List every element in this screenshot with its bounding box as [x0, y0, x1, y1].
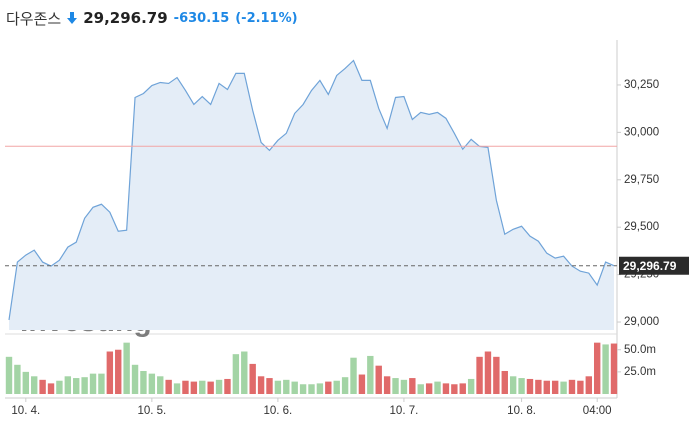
y-tick-label: 29,500 — [624, 221, 659, 233]
y-tick-label: 29,750 — [624, 174, 659, 186]
volume-tick-label: 25.0m — [624, 366, 656, 378]
volume-bar — [333, 380, 340, 394]
volume-bar — [341, 377, 349, 394]
header: 다우존스 29,296.79 -630.15 (-2.11%) — [6, 6, 298, 30]
x-tick-label: 10. 4. — [11, 405, 40, 417]
y-tick-label: 29,000 — [624, 316, 659, 328]
volume-bar — [115, 349, 122, 394]
x-tick-label: 10. 6. — [263, 405, 292, 417]
volume-bar — [526, 378, 534, 394]
volume-bar — [232, 354, 240, 394]
volume-bar — [173, 383, 181, 394]
volume-bar — [148, 373, 156, 394]
volume-bar — [215, 379, 223, 394]
x-tick-label: 10. 8. — [507, 405, 536, 417]
volume-bar — [577, 380, 584, 394]
x-tick-label: 10. 5. — [137, 405, 166, 417]
volume-bar — [140, 370, 147, 394]
y-tick-label: 30,250 — [624, 79, 659, 91]
volume-bar — [131, 364, 139, 394]
volume-bar — [451, 384, 458, 394]
volume-bar — [568, 379, 576, 394]
volume-bar — [257, 376, 265, 394]
volume-bar — [266, 378, 273, 394]
volume-bar — [551, 380, 559, 394]
volume-bar — [249, 363, 256, 394]
price-label: 29,296.79 — [623, 259, 677, 273]
volume-bar — [299, 384, 307, 394]
volume-bar — [434, 381, 441, 394]
volume-bar — [375, 365, 382, 394]
down-arrow — [67, 12, 78, 24]
volume-bar — [56, 380, 63, 394]
volume-bar — [22, 371, 30, 394]
volume-bar — [39, 379, 46, 394]
price-label-box — [619, 256, 689, 275]
volume-bar — [308, 384, 315, 394]
volume-bar — [509, 376, 517, 394]
volume-bar — [442, 383, 450, 394]
volume-bar — [165, 379, 172, 394]
volume-bar — [98, 373, 105, 394]
volume-bar — [367, 355, 374, 394]
volume-bar — [585, 376, 592, 394]
volume-bar — [89, 373, 97, 394]
volume-bar — [157, 376, 164, 394]
volume-bar — [467, 378, 475, 394]
area — [9, 60, 614, 330]
volume-bar — [484, 351, 492, 394]
volume-bar — [493, 356, 500, 394]
volume-bar — [199, 380, 206, 394]
volume-bar — [207, 381, 214, 394]
volume-bar — [123, 342, 130, 394]
x-tick-label: 04:00 — [583, 405, 612, 417]
volume-bar — [14, 364, 21, 394]
volume-bar — [417, 384, 424, 394]
y-tick-label: 30,000 — [624, 126, 659, 138]
volume-bar — [535, 379, 542, 394]
volume-bar — [274, 380, 282, 394]
volume-bar — [47, 383, 55, 394]
volume-bar — [5, 356, 13, 394]
volume-bar — [602, 344, 609, 394]
volume-tick-label: 50.0m — [624, 344, 656, 356]
volume-bar — [560, 381, 567, 394]
volume-bar — [476, 356, 483, 394]
volume-bar — [425, 383, 433, 394]
volume-bar — [31, 376, 38, 394]
volume-bar — [283, 379, 290, 394]
volume-bar — [190, 381, 198, 394]
volume-bar — [501, 370, 508, 394]
change: -630.15 — [173, 10, 230, 26]
volume-bar — [518, 378, 525, 394]
volume-bar — [358, 374, 366, 394]
change-pct: (-2.11%) — [235, 10, 298, 26]
volume-bar — [593, 342, 601, 394]
volume-bar — [106, 351, 114, 394]
volume-bar — [383, 376, 391, 394]
x-tick-label: 10. 7. — [390, 405, 419, 417]
price: 29,296.79 — [83, 9, 168, 27]
volume-bar — [316, 383, 324, 394]
volume-bar — [325, 381, 332, 394]
price-line — [8, 59, 615, 321]
volume-bar — [81, 377, 88, 394]
volume-bar — [182, 380, 189, 394]
volume-bar — [64, 376, 72, 394]
volume-bar — [610, 343, 618, 394]
volume-bar — [73, 378, 80, 394]
volume-bar — [459, 383, 466, 394]
volume-bar — [241, 351, 248, 394]
volume-bar — [400, 379, 408, 394]
volume-bar — [350, 357, 357, 394]
volume-bar — [291, 381, 298, 394]
index-name: 다우존스 — [6, 9, 62, 28]
volume-bar — [543, 380, 550, 394]
volume-bar — [224, 378, 231, 394]
volume-bar — [392, 378, 399, 394]
volume-bar — [409, 378, 416, 394]
